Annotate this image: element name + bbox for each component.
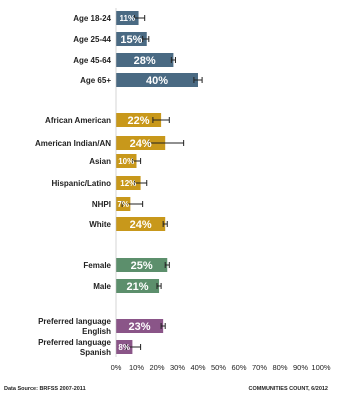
bar-hispanic-latino	[116, 176, 141, 190]
x-axis: 0% 10% 20% 30% 40% 50% 60% 70% 80% 90% 100%	[111, 8, 331, 372]
bar-age-65	[116, 73, 198, 87]
category-label-preferred-language-english: Preferred language English	[38, 317, 111, 336]
x-tick-label: 70%	[252, 363, 267, 372]
bar-male	[116, 279, 160, 293]
bar-american-indian-an	[116, 136, 166, 150]
category-label-female: Female	[83, 261, 111, 270]
bar-value-label-african-american: 22%	[128, 115, 150, 127]
bars-layer: Age 18-24 11% Age 25-44 15% Age 45-64 28% Age …	[35, 11, 203, 357]
category-label-age-65: Age 65+	[80, 76, 111, 85]
category-label-male: Male	[93, 282, 111, 291]
category-label-preferred-language-spanish: Preferred language Spanish	[38, 338, 111, 357]
category-label-hispanic-latino: Hispanic/Latino	[51, 179, 111, 188]
bar-value-label-asian: 10%	[118, 157, 134, 166]
category-label-white: White	[89, 220, 111, 229]
bar-value-label-american-indian-an: 24%	[130, 138, 152, 150]
x-tick-label: 90%	[293, 363, 308, 372]
bar-value-label-white: 24%	[130, 219, 152, 231]
category-label-nhpi: NHPI	[92, 200, 111, 209]
x-tick-label: 60%	[231, 363, 246, 372]
bar-age-25-44	[116, 32, 147, 46]
bar-age-18-24	[116, 11, 139, 25]
bar-preferred-language-english	[116, 319, 164, 333]
category-label-age-25-44: Age 25-44	[73, 35, 111, 44]
category-label-asian: Asian	[89, 157, 111, 166]
category-label-african-american: African American	[45, 116, 111, 125]
x-tick-label: 0%	[111, 363, 122, 372]
x-tick-label: 50%	[211, 363, 226, 372]
bar-value-label-preferred-language-english: 23%	[129, 321, 151, 333]
bar-value-label-hispanic-latino: 12%	[120, 179, 136, 188]
x-tick-label: 80%	[272, 363, 287, 372]
bar-preferred-language-spanish	[116, 340, 133, 354]
x-tick-label: 40%	[190, 363, 205, 372]
bar-value-label-nhpi: 7%	[117, 200, 129, 209]
category-label-age-18-24: Age 18-24	[73, 14, 111, 23]
category-label-american-indian-an: American Indian/AN	[35, 139, 111, 148]
credit-note: COMMUNITIES COUNT, 6/2012	[248, 386, 328, 392]
bar-value-label-age-65: 40%	[146, 75, 168, 87]
category-label-age-45-64: Age 45-64	[73, 56, 111, 65]
bar-value-label-preferred-language-spanish: 8%	[118, 343, 130, 352]
x-tick-label: 30%	[170, 363, 185, 372]
x-tick-label: 100%	[311, 363, 331, 372]
bar-asian	[116, 154, 137, 168]
bar-african-american	[116, 113, 162, 127]
bar-white	[116, 217, 166, 231]
bar-value-label-age-25-44: 15%	[120, 34, 142, 46]
bar-value-label-age-45-64: 28%	[134, 55, 156, 67]
bar-value-label-age-18-24: 11%	[119, 14, 135, 23]
bar-age-45-64	[116, 53, 174, 67]
data-source-note: Data Source: BRFSS 2007-2011	[4, 386, 86, 392]
x-tick-label: 10%	[129, 363, 144, 372]
bar-value-label-female: 25%	[131, 260, 153, 272]
bar-female	[116, 258, 168, 272]
x-tick-label: 20%	[149, 363, 164, 372]
bar-value-label-male: 21%	[127, 281, 149, 293]
